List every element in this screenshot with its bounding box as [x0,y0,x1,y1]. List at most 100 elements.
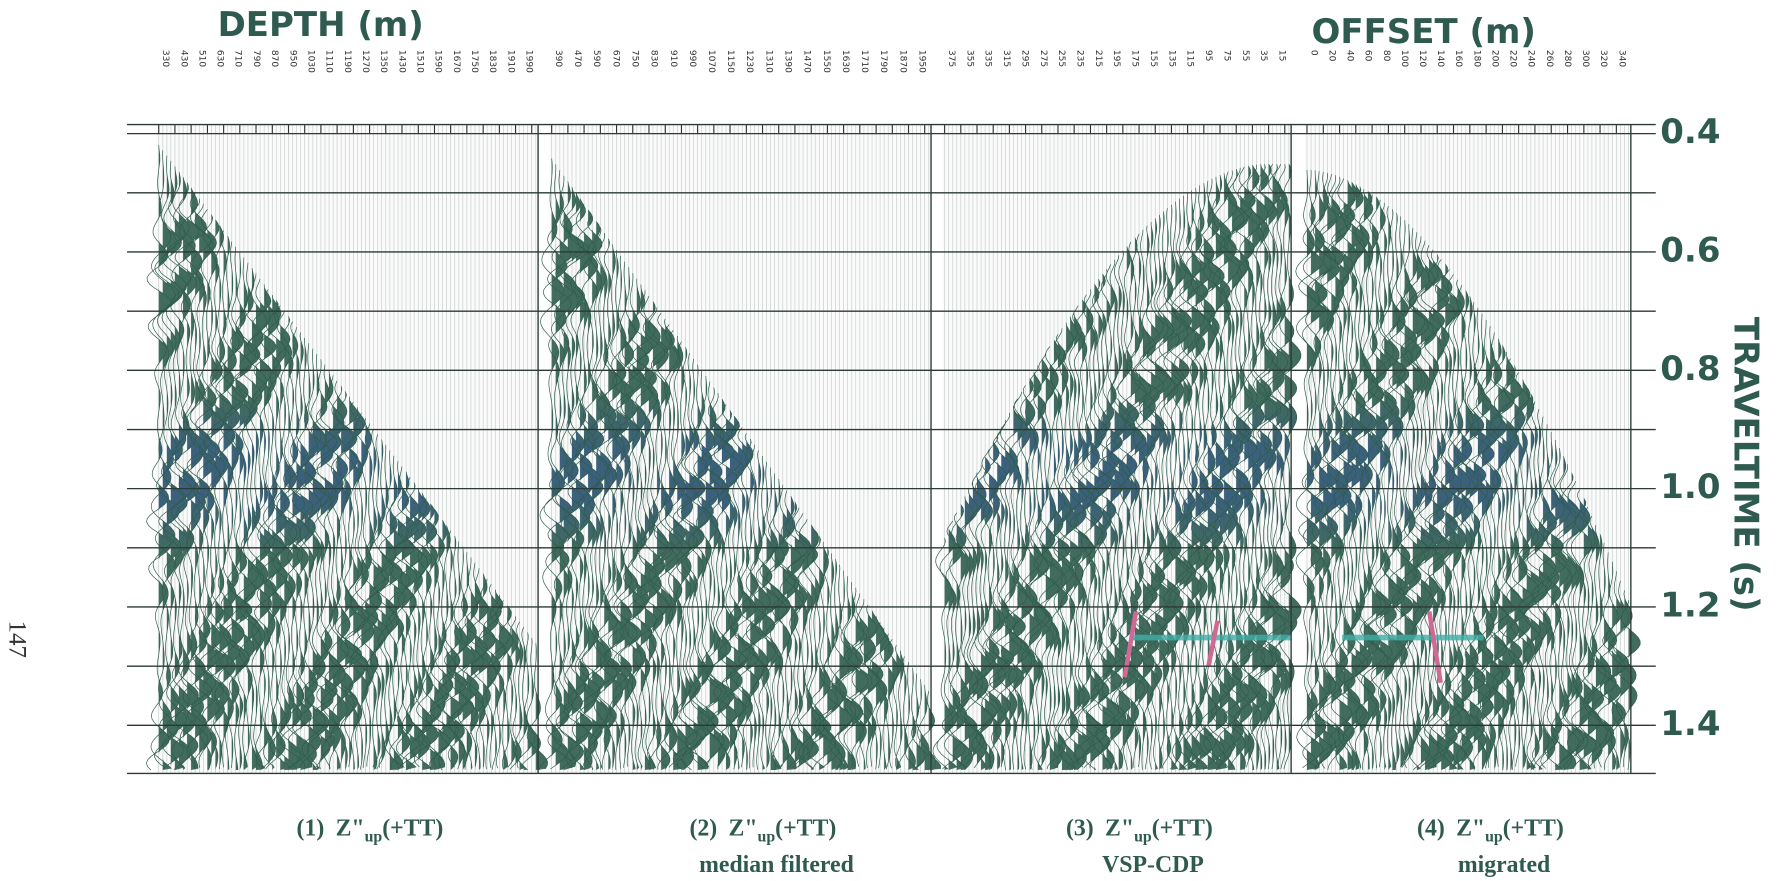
caption-suffix: (+TT) [775,816,836,842]
traveltime-tick-label: 1.0 [1660,467,1720,507]
trace-label: 590 [591,50,601,68]
trace-labels: 3304305106307107908709501030111011901270… [160,50,1626,73]
panel-subcaption: VSP-CDP [1102,852,1204,878]
trace-label: 320 [1598,50,1608,68]
trace-label: 280 [1562,50,1572,68]
trace-label: 80 [1381,50,1391,62]
caption-suffix: (+TT) [382,816,443,842]
trace-label: 175 [1130,50,1140,67]
caption-subscript: up [1134,828,1152,845]
trace-label: 1990 [524,50,534,73]
trace-label: 60 [1363,50,1373,62]
trace-label: 100 [1399,50,1409,68]
trace-label: 1310 [763,50,773,73]
trace-label: 240 [1526,50,1536,68]
caption-symbol: Z" [1105,816,1134,842]
trace-label: 1230 [744,50,754,73]
page-number: 147 [3,621,30,658]
trace-label: 275 [1038,50,1048,67]
trace-label: 215 [1093,50,1103,67]
trace-label: 630 [215,50,225,68]
trace-label: 0 [1308,50,1318,56]
left-header: DEPTH (m) [218,5,424,45]
trace-label: 390 [553,50,563,68]
trace-label: 1070 [706,50,716,73]
trace-label: 1390 [783,50,793,73]
panel-number: (1) [297,816,325,842]
trace-label: 20 [1326,50,1336,62]
trace-label: 710 [233,50,243,68]
plot-area [127,125,1656,774]
trace-label: 1630 [840,50,850,73]
trace-label: 155 [1148,50,1158,67]
panel-number: (3) [1066,816,1094,842]
traveltime-tick-label: 0.6 [1660,230,1720,270]
trace-label: 1190 [342,50,352,73]
trace-label: 120 [1417,50,1427,68]
trace-label: 315 [1001,50,1011,67]
panel-caption: (3)Z"up(+TT) [1066,816,1213,846]
trace-label: 295 [1019,50,1029,67]
caption-suffix: (+TT) [1503,816,1564,842]
trace-label: 260 [1544,50,1554,68]
traveltime-tick-label: 0.4 [1660,112,1720,152]
trace-label: 235 [1075,50,1085,67]
trace-label: 1830 [487,50,497,73]
trace-label: 1430 [396,50,406,73]
traveltime-tick-label: 0.8 [1660,349,1720,389]
trace-label: 220 [1508,50,1518,68]
trace-label: 255 [1056,50,1066,67]
trace-label: 830 [649,50,659,68]
trace-label: 1590 [433,50,443,73]
traveltime-tick-label: 1.4 [1660,704,1720,744]
trace-label: 1350 [378,50,388,73]
trace-label: 200 [1489,50,1499,68]
trace-label: 1510 [414,50,424,73]
caption-symbol: Z" [336,816,365,842]
trace-label: 950 [287,50,297,68]
traveltime-tick-label: 1.2 [1660,585,1720,625]
trace-label: 15 [1277,50,1287,62]
trace-label: 1910 [505,50,515,73]
trace-label: 990 [687,50,697,68]
trace-label: 355 [964,50,974,67]
trace-label: 115 [1185,50,1195,67]
trace-label: 340 [1616,50,1626,68]
trace-label: 1470 [802,50,812,73]
panel-number: (2) [689,816,717,842]
trace-label: 1550 [821,50,831,73]
trace-label: 180 [1471,50,1481,68]
trace-label: 140 [1435,50,1445,68]
trace-label: 470 [572,50,582,68]
trace-label: 135 [1166,50,1176,67]
figure: DEPTH (m) OFFSET (m) TRAVELTIME (s) 147 … [0,0,1776,881]
axis-ticks: 0.4 0.6 0.8 1.0 1.2 1.4 [1660,112,1720,744]
caption-subscript: up [758,828,776,845]
trace-label: 510 [196,50,206,68]
trace-label: 1870 [897,50,907,73]
right-axis-label: TRAVELTIME (s) [1726,317,1766,612]
trace-label: 55 [1240,50,1250,62]
panel-number: (4) [1417,816,1445,842]
panel-caption: (2)Z"up(+TT) [689,816,836,846]
trace-label: 870 [269,50,279,68]
trace-label: 375 [946,50,956,67]
trace-label: 160 [1453,50,1463,68]
caption-subscript: up [365,828,383,845]
caption-symbol: Z" [1456,816,1485,842]
trace-label: 1270 [360,50,370,73]
trace-label: 300 [1580,50,1590,68]
trace-label: 790 [251,50,261,68]
trace-label: 1030 [305,50,315,73]
trace-label: 335 [983,50,993,67]
right-header: OFFSET (m) [1312,12,1536,52]
trace-label: 1950 [916,50,926,73]
panel-subcaption: migrated [1458,852,1550,878]
trace-label: 95 [1203,50,1213,62]
caption-subscript: up [1485,828,1503,845]
panel-caption: (4) Z"up(+TT) [1417,816,1564,846]
trace-label: 1110 [324,50,334,73]
trace-label: 195 [1111,50,1121,67]
trace-label: 670 [610,50,620,68]
trace-label: 1150 [725,50,735,73]
